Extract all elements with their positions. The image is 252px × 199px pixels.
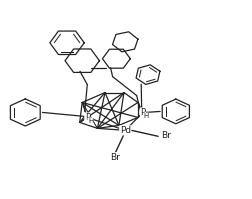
- Text: Pd: Pd: [119, 126, 130, 135]
- Text: H: H: [88, 118, 93, 124]
- Text: P: P: [84, 113, 89, 122]
- Text: H: H: [143, 113, 148, 119]
- Text: Br: Br: [110, 153, 120, 162]
- Text: P: P: [140, 108, 145, 117]
- Text: Br: Br: [161, 131, 171, 140]
